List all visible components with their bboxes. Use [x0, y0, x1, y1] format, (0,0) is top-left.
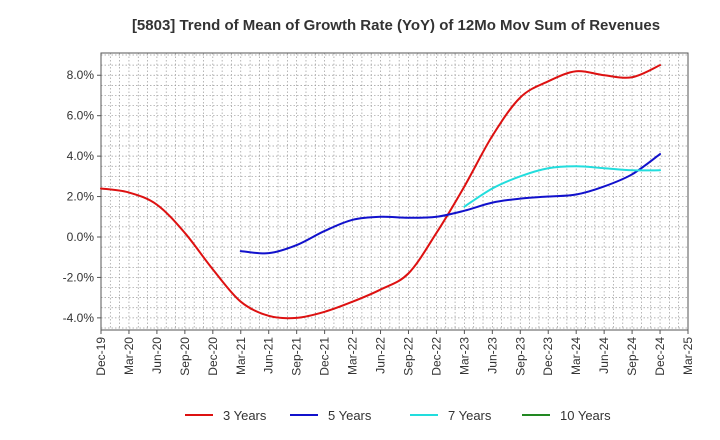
grid-lines — [101, 53, 688, 330]
series-line-3-years — [100, 64, 662, 320]
x-tick-label: Sep-24 — [625, 337, 639, 376]
y-tick-label: 8.0% — [67, 68, 95, 82]
x-tick-label: Jun-21 — [262, 337, 276, 374]
series-line-5-years — [239, 153, 662, 255]
x-tick-label: Jun-22 — [374, 337, 388, 374]
x-tick-label: Mar-22 — [346, 337, 360, 375]
x-tick-label: Mar-24 — [569, 337, 583, 375]
x-tick-label: Sep-20 — [178, 337, 192, 376]
x-tick-label: Sep-22 — [401, 337, 415, 376]
y-tick-label: -2.0% — [63, 270, 95, 284]
x-tick-label: Dec-21 — [318, 337, 332, 376]
y-tick-label: 0.0% — [67, 230, 95, 244]
x-tick-label: Sep-21 — [290, 337, 304, 376]
y-tick-label: -4.0% — [63, 311, 95, 325]
legend-label-5-years: 5 Years — [328, 408, 372, 423]
plot-area — [101, 53, 688, 330]
x-tick-label: Jun-23 — [485, 337, 499, 374]
axes — [100, 52, 689, 331]
legend-label-10-years: 10 Years — [560, 408, 611, 423]
legend-label-7-years: 7 Years — [448, 408, 492, 423]
x-tick-label: Dec-23 — [541, 337, 555, 376]
y-axis-ticks: 8.0% 6.0% 4.0% 2.0% 0.0% -2.0% -4.0% — [63, 68, 101, 325]
x-tick-label: Dec-22 — [429, 337, 443, 376]
x-tick-label: Sep-23 — [513, 337, 527, 376]
x-tick-label: Dec-24 — [653, 337, 667, 376]
y-tick-label: 2.0% — [67, 190, 95, 204]
x-tick-label: Dec-19 — [94, 337, 108, 376]
x-tick-label: Mar-25 — [681, 337, 695, 375]
x-tick-label: Mar-21 — [234, 337, 248, 375]
series-line-7-years — [463, 165, 662, 208]
x-axis-ticks: Dec-19 Mar-20 Jun-20 Sep-20 Dec-20 Mar-21 Jun-… — [94, 330, 695, 376]
x-tick-label: Mar-23 — [457, 337, 471, 375]
x-tick-label: Jun-20 — [150, 337, 164, 374]
y-tick-label: 4.0% — [67, 149, 95, 163]
x-tick-label: Mar-20 — [122, 337, 136, 375]
plot-background — [101, 53, 688, 330]
plot-frame — [100, 52, 689, 331]
chart-title: [5803] Trend of Mean of Growth Rate (YoY… — [132, 17, 660, 34]
y-tick-label: 6.0% — [67, 109, 95, 123]
legend-label-3-years: 3 Years — [223, 408, 267, 423]
series-lines — [100, 64, 662, 320]
x-tick-label: Dec-20 — [206, 337, 220, 376]
x-tick-label: Jun-24 — [597, 337, 611, 374]
legend: 3 Years 5 Years 7 Years 10 Years — [185, 408, 611, 423]
